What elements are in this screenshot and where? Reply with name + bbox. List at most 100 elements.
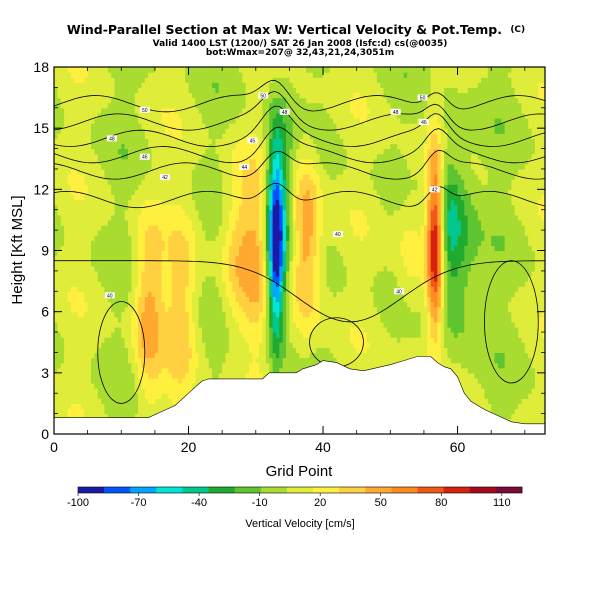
velocity-cell [138,168,143,175]
velocity-cell [94,204,99,211]
velocity-cell [168,255,173,262]
velocity-cell [90,107,95,114]
velocity-cell [171,326,176,333]
velocity-cell [144,174,149,180]
velocity-cell [218,112,223,119]
velocity-cell [84,143,89,150]
velocity-cell [87,138,92,145]
velocity-cell [218,326,223,333]
velocity-cell [228,352,233,359]
velocity-cell [191,230,196,236]
velocity-cell [195,372,200,379]
velocity-cell [64,362,69,369]
velocity-cell [228,174,233,180]
velocity-cell [117,250,122,257]
velocity-cell [60,291,65,297]
velocity-cell [90,199,95,206]
velocity-cell [97,67,102,73]
velocity-cell [171,291,176,297]
velocity-cell [87,301,92,308]
velocity-cell [218,347,223,354]
velocity-cell [222,87,227,94]
velocity-cell [235,158,240,165]
velocity-cell [97,117,102,124]
velocity-cell [111,393,116,399]
velocity-cell [74,383,79,389]
velocity-cell [84,123,89,129]
velocity-cell [164,163,169,170]
velocity-cell [87,367,92,374]
velocity-cell [188,306,193,313]
velocity-cell [84,408,89,415]
velocity-cell [138,209,143,216]
velocity-cell [148,281,153,287]
velocity-cell [195,107,200,114]
velocity-cell [168,281,173,287]
velocity-cell [249,189,254,196]
velocity-cell [60,250,65,257]
velocity-cell [148,352,153,359]
velocity-cell [178,67,183,73]
velocity-cell [191,123,196,129]
velocity-cell [151,398,156,405]
velocity-cell [121,372,126,379]
velocity-cell [60,214,65,221]
velocity-cell [161,291,166,297]
velocity-cell [178,148,183,155]
velocity-cell [222,163,227,170]
velocity-cell [235,347,240,354]
velocity-cell [215,82,220,88]
velocity-cell [158,209,163,216]
velocity-cell [94,214,99,221]
velocity-cell [64,377,69,384]
velocity-cell [154,107,159,114]
velocity-cell [208,179,213,185]
velocity-cell [198,332,203,338]
velocity-cell [249,148,254,155]
velocity-cell [198,240,203,247]
velocity-cell [188,265,193,272]
velocity-cell [252,184,257,190]
velocity-cell [171,260,176,267]
velocity-cell [127,82,132,88]
velocity-cell [245,321,250,328]
velocity-cell [205,332,210,338]
velocity-cell [84,306,89,313]
velocity-cell [84,72,89,78]
velocity-cell [215,347,220,354]
velocity-cell [121,189,126,196]
velocity-cell [107,214,112,221]
velocity-cell [87,388,92,394]
velocity-cell [245,194,250,201]
velocity-cell [111,209,116,216]
velocity-cell [238,133,243,139]
velocity-cell [212,179,217,185]
velocity-cell [205,204,210,211]
velocity-cell [222,316,227,323]
velocity-cell [107,230,112,236]
velocity-cell [154,97,159,104]
velocity-cell [235,153,240,160]
velocity-cell [168,219,173,226]
velocity-cell [168,306,173,313]
velocity-cell [124,174,129,180]
velocity-cell [141,250,146,257]
velocity-cell [164,316,169,323]
velocity-cell [154,102,159,109]
velocity-cell [111,174,116,180]
velocity-cell [97,377,102,384]
velocity-cell [64,413,69,420]
velocity-cell [242,97,247,104]
velocity-cell [60,97,65,104]
velocity-cell [144,260,149,267]
velocity-cell [168,143,173,150]
velocity-cell [138,255,143,262]
velocity-cell [191,326,196,333]
velocity-cell [124,123,129,129]
velocity-cell [107,383,112,389]
velocity-cell [225,265,230,272]
velocity-cell [80,291,85,297]
velocity-cell [188,291,193,297]
velocity-cell [252,209,257,216]
velocity-cell [212,230,217,236]
